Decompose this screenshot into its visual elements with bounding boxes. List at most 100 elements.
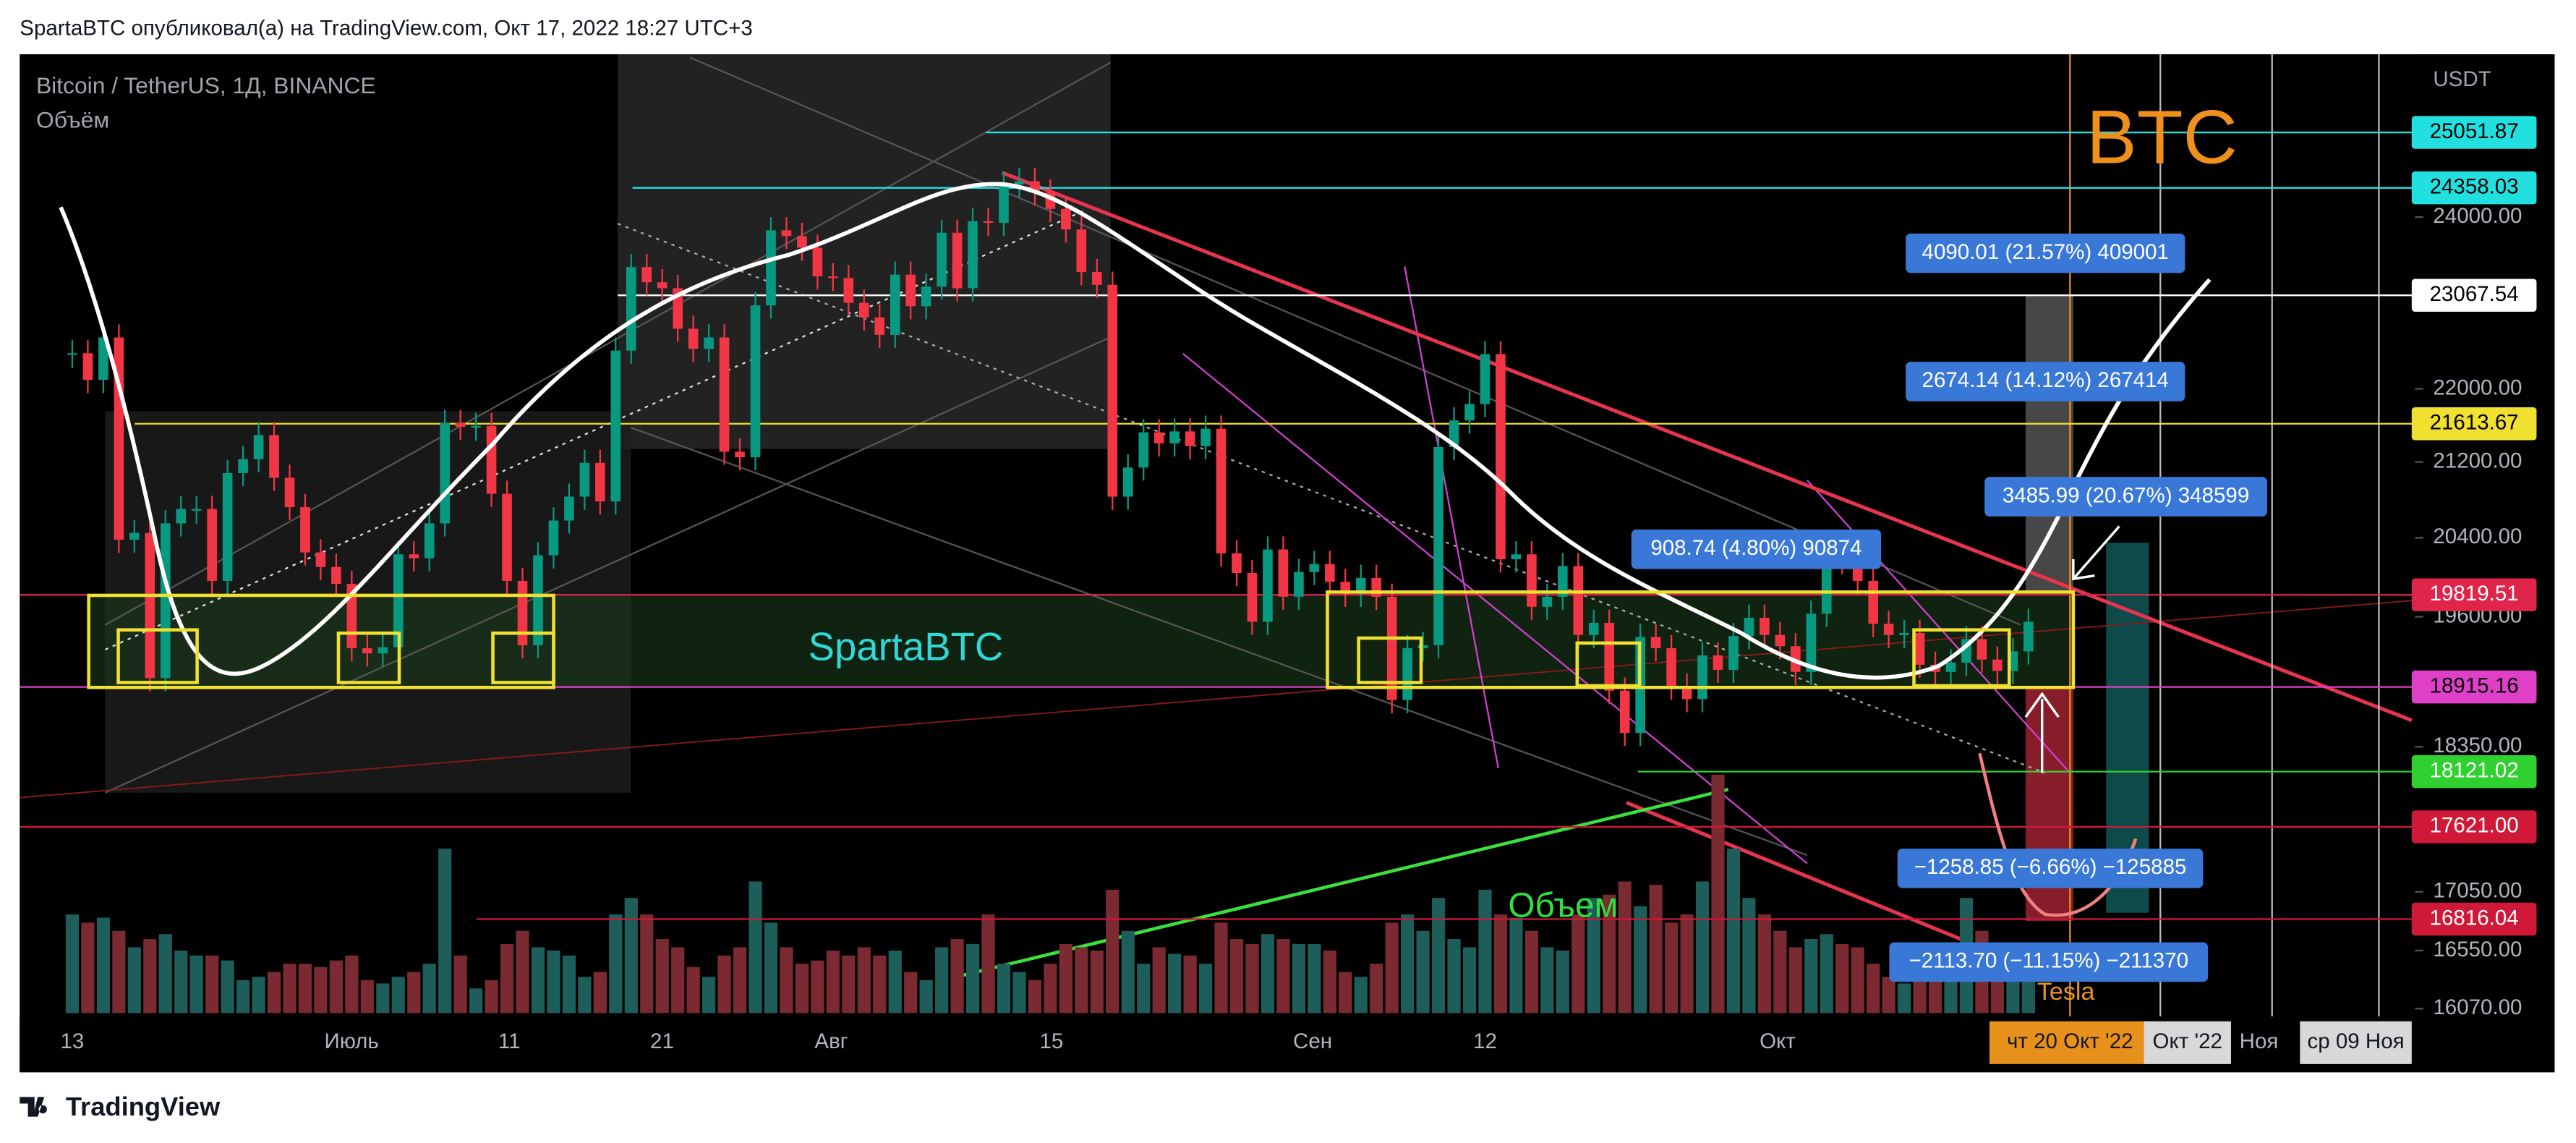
- candle: [145, 532, 155, 679]
- measure-label: 3485.99 (20.67%) 348599: [2003, 483, 2249, 507]
- measure-box: [1631, 530, 1882, 569]
- candle: [440, 422, 450, 524]
- volume-bar: [1152, 947, 1166, 1014]
- candle: [284, 477, 295, 507]
- candle: [1650, 637, 1661, 649]
- price-tag-label: 17621.00: [2430, 814, 2519, 838]
- candle: [393, 554, 404, 647]
- header: SpartaBTC опубликовал(а) на TradingView.…: [20, 17, 753, 41]
- volume-bar: [997, 964, 1011, 1014]
- candle: [797, 236, 807, 248]
- candle: [502, 493, 512, 581]
- candle: [688, 328, 699, 349]
- volume-bar: [438, 849, 452, 1014]
- annotation: BTC: [2086, 95, 2238, 179]
- volume-bar: [236, 980, 250, 1014]
- volume-bar: [205, 955, 219, 1014]
- candle: [1138, 432, 1149, 468]
- price-tag: [2411, 279, 2537, 312]
- logo: TradingView: [66, 1092, 221, 1121]
- candle: [641, 267, 652, 283]
- candle: [812, 247, 823, 277]
- candle: [98, 337, 108, 381]
- measure-label: −2113.70 (−11.15%) −211370: [1909, 949, 2189, 973]
- candle: [1185, 431, 1195, 446]
- volume-bar: [1649, 885, 1663, 1014]
- volume-bar: [888, 951, 902, 1014]
- candle: [1076, 229, 1087, 273]
- volume-bar: [1540, 947, 1554, 1014]
- candle: [1744, 617, 1754, 637]
- candle: [1247, 573, 1258, 622]
- volume-bar: [1447, 939, 1461, 1014]
- volume-bar: [174, 951, 188, 1014]
- logo-icon: [20, 1097, 47, 1117]
- annotation: Tesla: [2037, 978, 2095, 1006]
- candle: [160, 523, 171, 679]
- trend: [104, 209, 1085, 651]
- volume-bar: [1882, 977, 1895, 1014]
- volume-bar: [935, 947, 949, 1014]
- candle: [858, 302, 869, 318]
- y-tick-label: 21200.00: [2433, 449, 2522, 472]
- candle: [766, 230, 776, 306]
- volume-bar: [826, 951, 840, 1014]
- date-box-label: Окт '22: [2153, 1029, 2222, 1053]
- y-tick-label: 16070.00: [2433, 995, 2522, 1019]
- candle: [1899, 632, 1909, 635]
- price-tag: [2411, 902, 2537, 936]
- volume-bar: [391, 977, 405, 1014]
- volume-bar: [2006, 980, 2020, 1014]
- measure-label: 4090.01 (21.57%) 409001: [1922, 240, 2169, 264]
- candle: [735, 451, 745, 458]
- candle: [1573, 566, 1584, 635]
- candle: [409, 554, 419, 558]
- candle: [1976, 639, 1987, 660]
- date-box: [1989, 1021, 2151, 1064]
- volume-bar: [1245, 943, 1259, 1014]
- candle: [750, 305, 761, 458]
- candle: [579, 462, 590, 497]
- volume-bar: [298, 964, 312, 1014]
- volume-bar: [1509, 917, 1523, 1014]
- volume-bar: [1198, 964, 1213, 1014]
- volume-bar: [1603, 894, 1616, 1014]
- y-tick-label: 16550.00: [2433, 938, 2522, 961]
- measure-label: 908.74 (4.80%) 90874: [1650, 536, 1861, 560]
- volume-bar: [1276, 939, 1290, 1014]
- candle: [1263, 549, 1273, 622]
- candle: [1542, 596, 1553, 607]
- arrow: [2024, 692, 2060, 718]
- volume-bar: [1556, 951, 1569, 1014]
- candle: [548, 520, 559, 556]
- x-tick-label: Окт: [1760, 1029, 1796, 1053]
- price-tag-label: 18915.16: [2430, 674, 2519, 697]
- measure-label: 2674.14 (14.12%) 267414: [1922, 368, 2169, 392]
- shade: [618, 54, 1111, 449]
- price-tag-label: 24358.03: [2430, 174, 2519, 198]
- y-tick-label: 22000.00: [2433, 375, 2522, 399]
- candle: [471, 425, 481, 428]
- measure-box: [1906, 233, 2185, 273]
- candle: [222, 472, 233, 581]
- currency: USDT: [2433, 67, 2491, 91]
- candle: [1480, 354, 1490, 404]
- margin: [2554, 54, 2576, 1073]
- volume-bar: [919, 980, 933, 1014]
- candle: [874, 317, 885, 335]
- candle: [1386, 596, 1397, 700]
- date-box-label: ср 09 Ноя: [2308, 1029, 2405, 1053]
- volume-bar: [1757, 914, 1771, 1014]
- candle: [828, 276, 838, 279]
- price-axis: [2415, 54, 2555, 1016]
- candle: [1511, 554, 1522, 560]
- x-tick-label: Июль: [324, 1029, 378, 1053]
- candle: [1433, 446, 1443, 645]
- volume-bar: [1401, 914, 1415, 1014]
- y-tick-label: 24000.00: [2433, 204, 2522, 228]
- volume-bar: [795, 964, 809, 1014]
- candle: [1449, 420, 1459, 447]
- symbol: Bitcoin / TetherUS, 1Д, BINANCE: [36, 72, 376, 98]
- annotation: Объем: [1508, 887, 1618, 925]
